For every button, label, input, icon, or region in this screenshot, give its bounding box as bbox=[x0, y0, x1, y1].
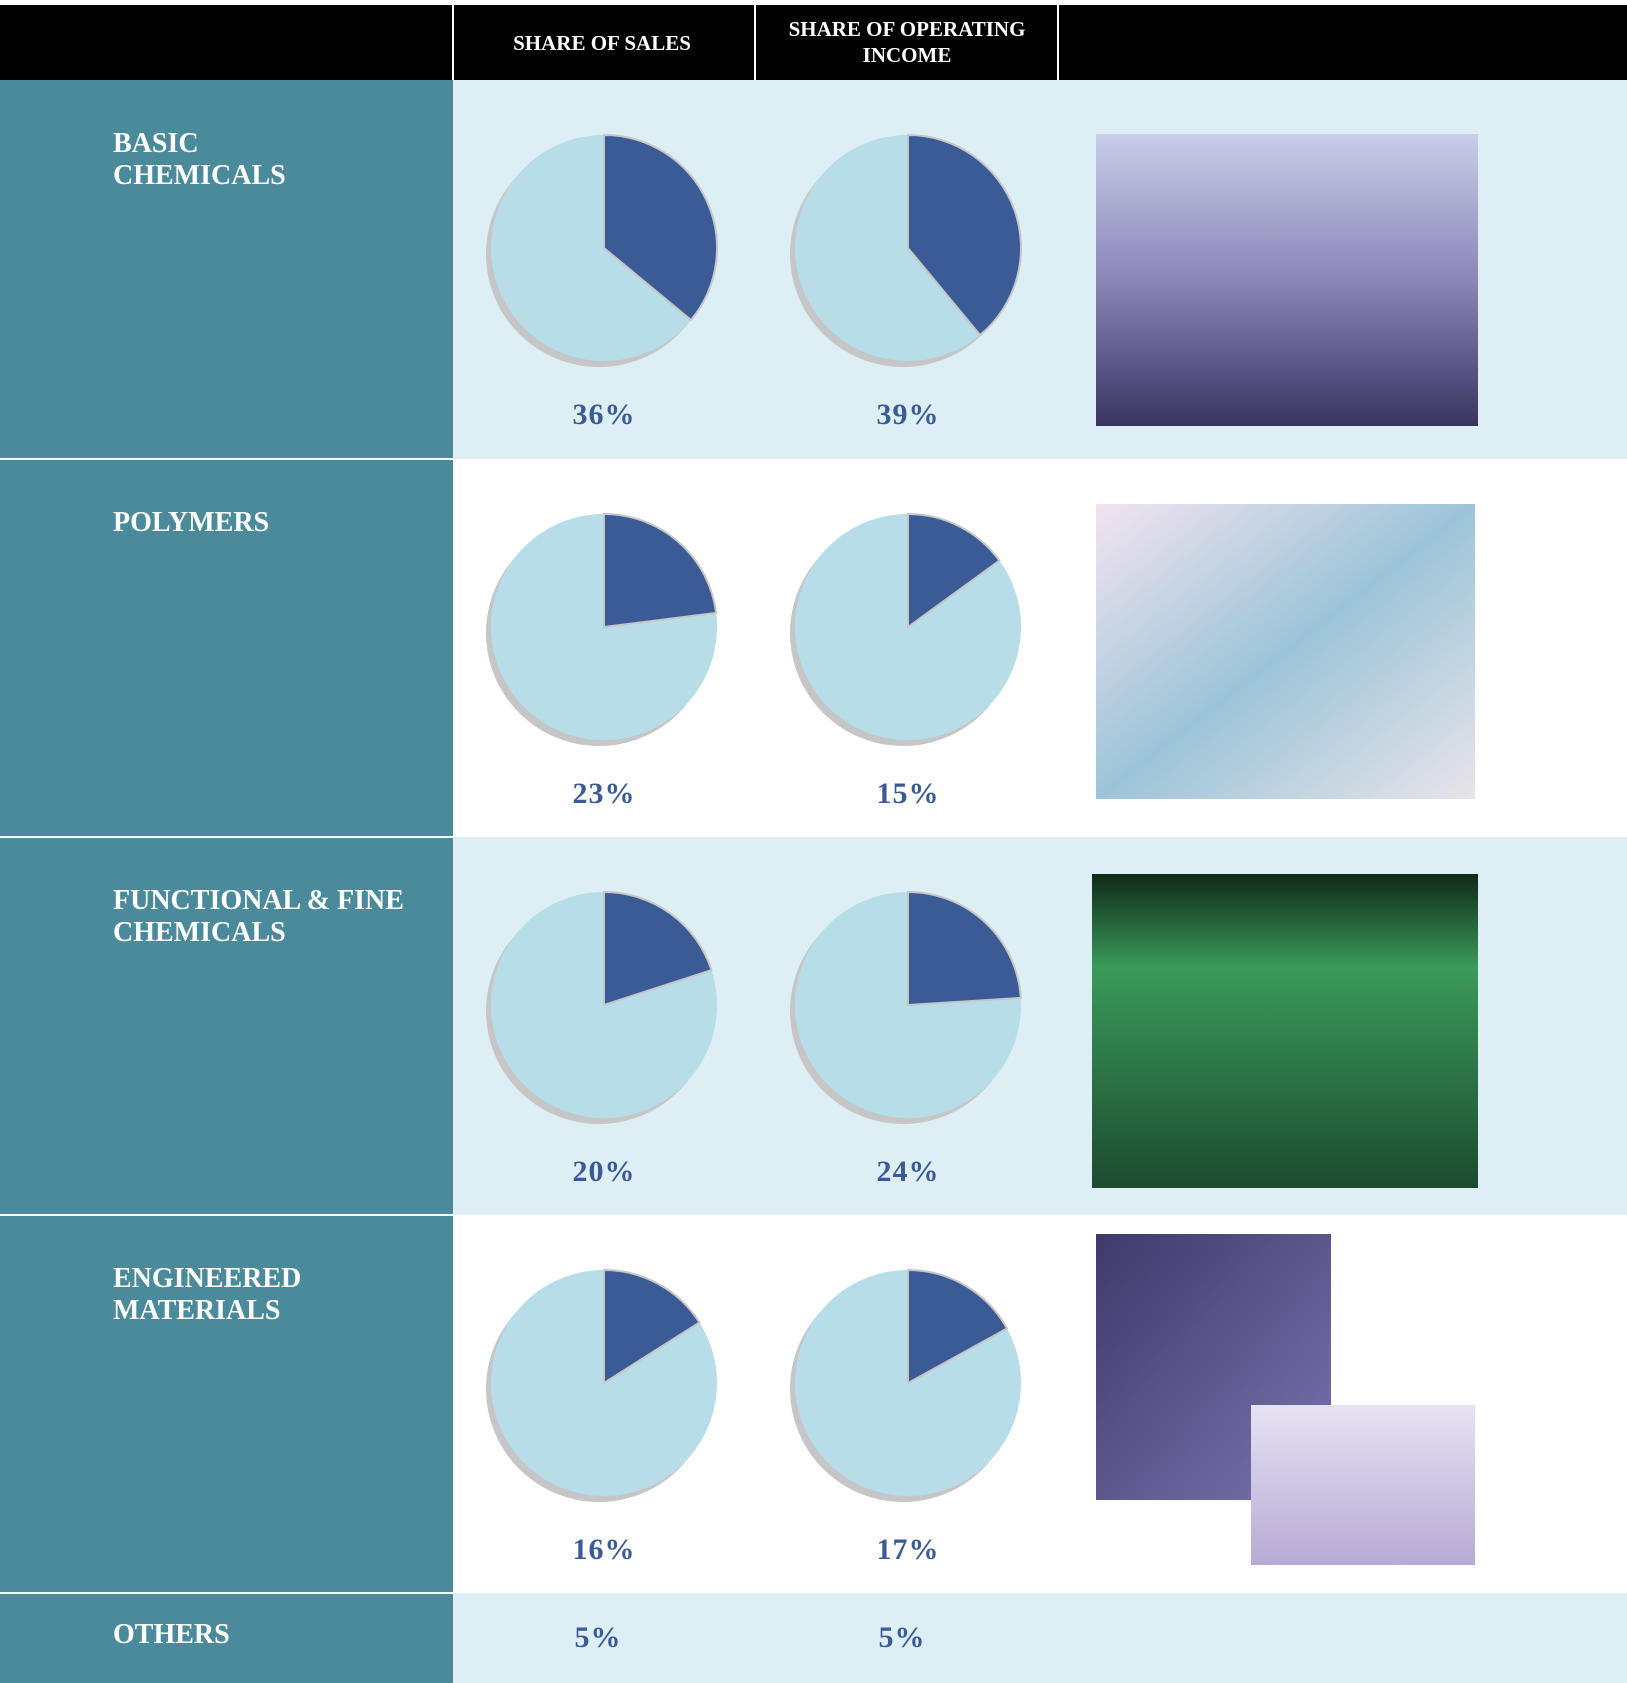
share-label: 17% bbox=[876, 1533, 940, 1566]
segment-name: BASIC bbox=[113, 128, 199, 159]
row-background bbox=[453, 1593, 1627, 1683]
segment-name: CHEMICALS bbox=[113, 160, 286, 191]
segment-name: OTHERS bbox=[113, 1619, 230, 1650]
segment-name: POLYMERS bbox=[113, 507, 270, 538]
name-cell bbox=[0, 80, 453, 459]
share-label: 15% bbox=[876, 777, 940, 810]
share-label: 20% bbox=[572, 1155, 636, 1188]
share-label: 39% bbox=[876, 398, 940, 431]
name-cell bbox=[0, 459, 453, 837]
segment-name: MATERIALS bbox=[113, 1295, 281, 1326]
share-label: 5% bbox=[574, 1621, 622, 1654]
header-bar bbox=[0, 5, 1627, 80]
segment-name: CHEMICALS bbox=[113, 917, 286, 948]
share-label: 36% bbox=[572, 398, 636, 431]
pie-wedge bbox=[603, 512, 718, 629]
column-header: SHARE OF OPERATING INCOME bbox=[788, 17, 1026, 67]
photo bbox=[1096, 134, 1478, 426]
pie-wedge bbox=[907, 133, 1022, 337]
share-label: 16% bbox=[572, 1533, 636, 1566]
pie-wedge bbox=[603, 1268, 701, 1385]
pie-wedge bbox=[603, 890, 713, 1007]
column-header: SHARE OF SALES bbox=[513, 31, 691, 55]
share-label: 23% bbox=[572, 777, 636, 810]
photo bbox=[1251, 1405, 1475, 1565]
pie-wedge bbox=[603, 133, 718, 322]
photo bbox=[1092, 874, 1478, 1188]
name-cell bbox=[0, 1593, 453, 1683]
name-cell bbox=[0, 837, 453, 1215]
share-label: 24% bbox=[876, 1155, 940, 1188]
segment-name: FUNCTIONAL & FINE bbox=[113, 885, 404, 916]
pie-wedge bbox=[907, 890, 1022, 1007]
name-cell bbox=[0, 1215, 453, 1593]
segment-name: ENGINEERED bbox=[113, 1263, 302, 1294]
pie-wedge bbox=[907, 512, 1001, 629]
photo bbox=[1096, 504, 1475, 799]
share-label: 5% bbox=[878, 1621, 926, 1654]
pie-wedge bbox=[907, 1268, 1009, 1385]
